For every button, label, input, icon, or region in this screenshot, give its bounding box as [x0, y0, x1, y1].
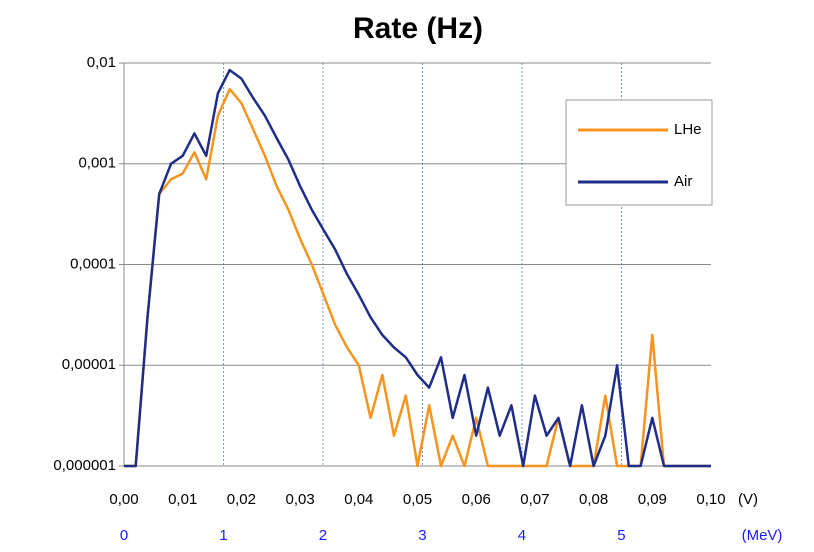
y-tick-label: 0,00001	[62, 356, 116, 373]
series-line	[124, 87, 711, 468]
y-tick-label: 0,0001	[70, 255, 116, 272]
x-tick-label: 0,01	[168, 491, 197, 508]
y-tick-label: 0,01	[87, 54, 116, 71]
legend-box	[565, 99, 713, 206]
x-tick-label: 0,00	[109, 491, 138, 508]
x-tick-label: 0,08	[579, 491, 608, 508]
chart-title: Rate (Hz)	[353, 12, 483, 45]
x2-axis-label: (MeV)	[742, 527, 783, 544]
x-tick-label: 0,04	[344, 491, 373, 508]
x2-tick-label: 4	[518, 527, 526, 544]
legend-label: Air	[674, 173, 692, 190]
x-tick-label: 0,05	[403, 491, 432, 508]
x2-tick-label: 0	[120, 527, 128, 544]
x-tick-label: 0,03	[285, 491, 314, 508]
x-tick-label: 0,10	[696, 491, 725, 508]
x2-tick-label: 2	[319, 527, 327, 544]
x2-tick-label: 3	[418, 527, 426, 544]
x-tick-label: 0,06	[462, 491, 491, 508]
series-line	[124, 68, 711, 468]
x-tick-label: 0,09	[638, 491, 667, 508]
x-axis-label: (V)	[738, 491, 758, 508]
y-tick-label: 0,001	[78, 155, 116, 172]
legend-label: LHe	[674, 121, 702, 138]
x-tick-label: 0,07	[520, 491, 549, 508]
x2-tick-label: 1	[219, 527, 227, 544]
y-tick-label: 0,000001	[53, 457, 116, 474]
x2-tick-label: 5	[617, 527, 625, 544]
x-tick-label: 0,02	[227, 491, 256, 508]
